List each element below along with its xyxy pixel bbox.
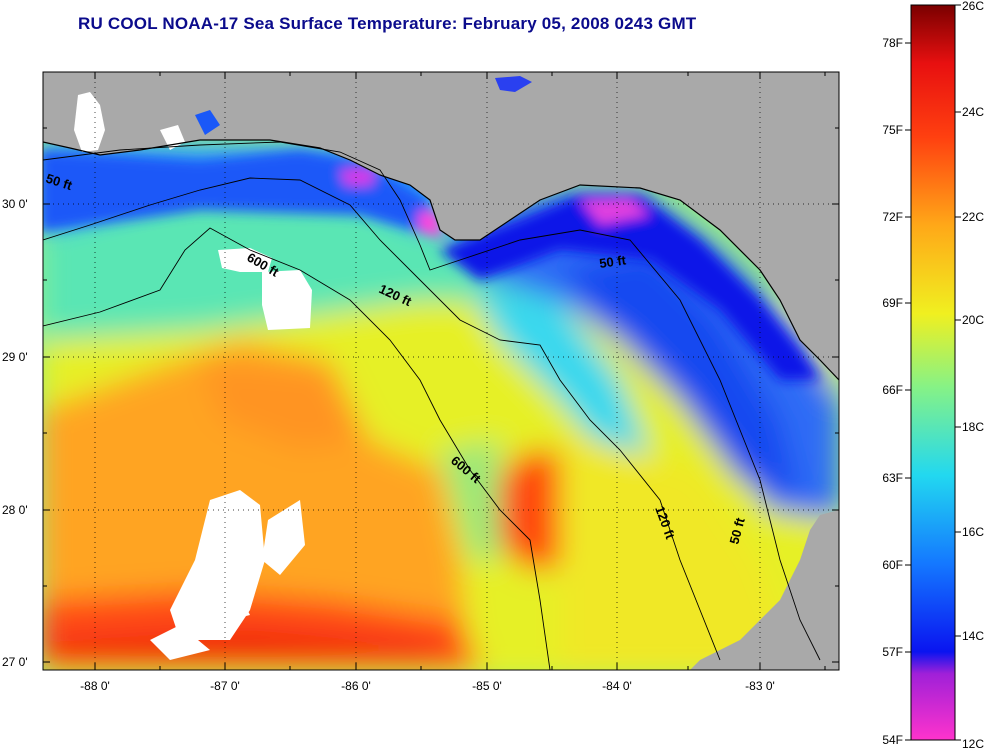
- isobath-600ft: [43, 227, 551, 670]
- contour-label-50ft-east: 50 ft: [598, 252, 627, 271]
- isobath-120ft: [43, 177, 721, 661]
- colorbar-c-label: 16C: [962, 525, 984, 539]
- land-north-coast: [43, 72, 839, 380]
- colorbar-f-label: 75F: [882, 123, 903, 137]
- lat-label-27: 27 0': [2, 655, 28, 669]
- colorbar-f-label: 63F: [882, 471, 903, 485]
- colorbar-ticks: [905, 4, 961, 741]
- isobath-50ft: [43, 141, 821, 661]
- map-area: 50 ft 50 ft 50 ft 120 ft 120 ft 600 ft 6…: [43, 72, 839, 670]
- colorbar-c-label: 18C: [962, 420, 984, 434]
- inland-bay: [195, 110, 220, 135]
- colorbar-f-label: 72F: [882, 210, 903, 224]
- map-title: RU COOL NOAA-17 Sea Surface Temperature:…: [78, 14, 697, 33]
- colorbar-f-label: 60F: [882, 558, 903, 572]
- lat-label-28: 28 0': [2, 503, 28, 517]
- contour-label-50ft-south: 50 ft: [726, 515, 748, 545]
- lon-label-88: -88 0': [80, 679, 110, 693]
- colorbar-f-label: 69F: [882, 296, 903, 310]
- colorbar-c-label: 14C: [962, 629, 984, 643]
- lat-label-29: 29 0': [2, 350, 28, 364]
- colorbar-c-label: 24C: [962, 105, 984, 119]
- lon-label-84: -84 0': [602, 679, 632, 693]
- cloud-mask: [150, 248, 312, 660]
- colorbar-c-label: 22C: [962, 210, 984, 224]
- lon-label-85: -85 0': [472, 679, 502, 693]
- lon-label-86: -86 0': [341, 679, 371, 693]
- map-frame: [42, 71, 840, 671]
- coastline: [43, 139, 839, 381]
- colorbar-c-label: 12C: [962, 737, 984, 751]
- colorbar-f-label: 54F: [882, 733, 903, 747]
- colorbar: 78F 75F 72F 69F 66F 63F 60F 57F 54F 26C …: [882, 0, 984, 751]
- tick-marks: [43, 72, 839, 670]
- colorbar-f-label: 66F: [882, 383, 903, 397]
- colorbar-gradient: [910, 4, 956, 741]
- lon-label-87: -87 0': [210, 679, 240, 693]
- lon-label-83: -83 0': [745, 679, 775, 693]
- colorbar-c-label: 26C: [962, 0, 984, 13]
- inland-lake: [495, 76, 532, 92]
- lat-label-30: 30 0': [2, 197, 28, 211]
- colorbar-f-label: 78F: [882, 36, 903, 50]
- colorbar-f-label: 57F: [882, 645, 903, 659]
- colorbar-c-label: 20C: [962, 313, 984, 327]
- bay-cloud: [74, 92, 105, 152]
